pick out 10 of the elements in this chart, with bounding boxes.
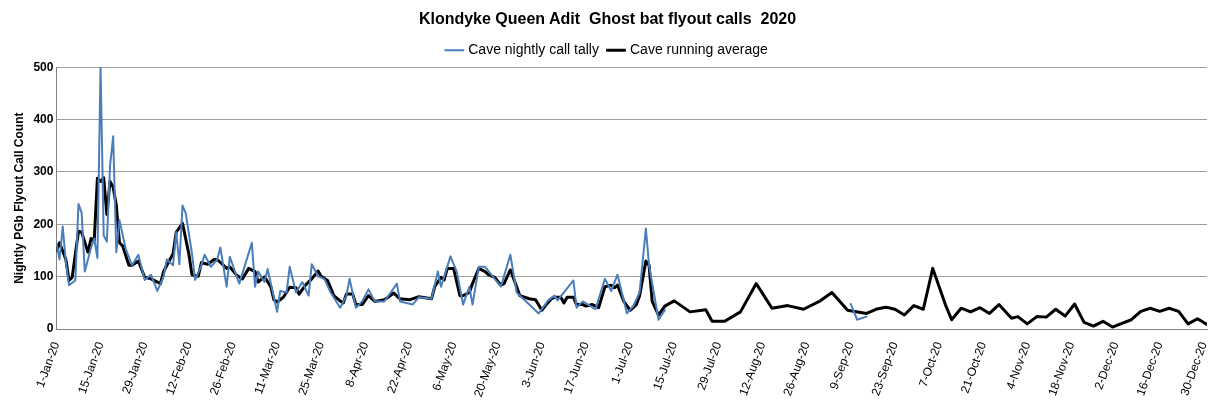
- legend-label: Cave running average: [629, 41, 768, 58]
- y-axis-title: Nightly PGb Flyout Call Count: [11, 112, 26, 284]
- y-tick-label: 0: [46, 321, 54, 336]
- y-tick-label: 300: [33, 164, 54, 179]
- legend-label: Cave nightly call tally: [468, 41, 599, 58]
- y-tick-label: 200: [33, 216, 54, 231]
- y-tick-label: 500: [33, 59, 54, 74]
- y-tick-label: 100: [33, 269, 54, 284]
- y-tick-label: 400: [33, 111, 54, 126]
- chart-title: Klondyke Queen Adit Ghost bat flyout calls 2020: [418, 10, 797, 28]
